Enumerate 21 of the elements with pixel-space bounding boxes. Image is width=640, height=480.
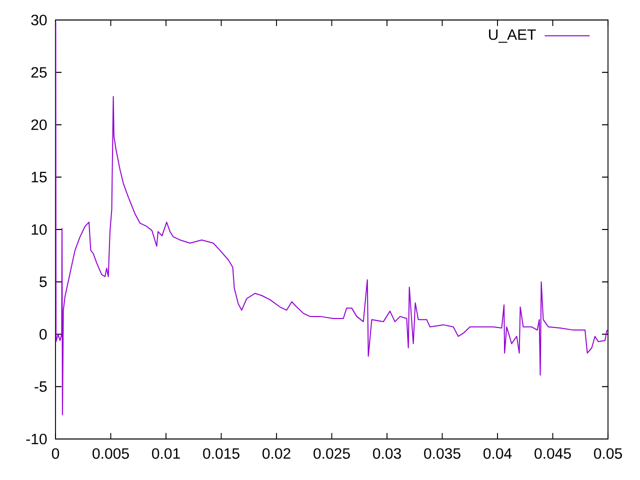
x-tick-label: 0.045 — [534, 448, 571, 459]
y-tick-label: 5 — [40, 276, 47, 288]
y-tick-label: -10 — [26, 434, 47, 444]
x-tick-label: 0.035 — [424, 448, 460, 459]
y-tick-label: 15 — [32, 172, 47, 182]
y-tick-label: 30 — [31, 14, 47, 26]
x-tick-label: 0.01 — [152, 448, 180, 459]
x-tick-label: 0.03 — [372, 448, 401, 459]
x-tick-label: 0.015 — [203, 448, 240, 459]
x-tick-label: 0.02 — [262, 448, 290, 459]
x-tick-label: 0 — [52, 448, 60, 459]
y-tick-label: 0 — [40, 328, 47, 340]
x-tick-label: 0.05 — [594, 448, 622, 459]
x-tick-label: 0.025 — [314, 448, 350, 459]
legend-label: U_AET — [489, 29, 536, 43]
y-tick-label: 25 — [31, 67, 47, 78]
y-tick-label: 20 — [31, 119, 47, 130]
y-tick-label: 10 — [32, 224, 47, 235]
y-tick-label: -5 — [34, 381, 47, 392]
x-tick-label: 0.005 — [92, 448, 129, 459]
x-tick-label: 0.04 — [483, 448, 512, 459]
